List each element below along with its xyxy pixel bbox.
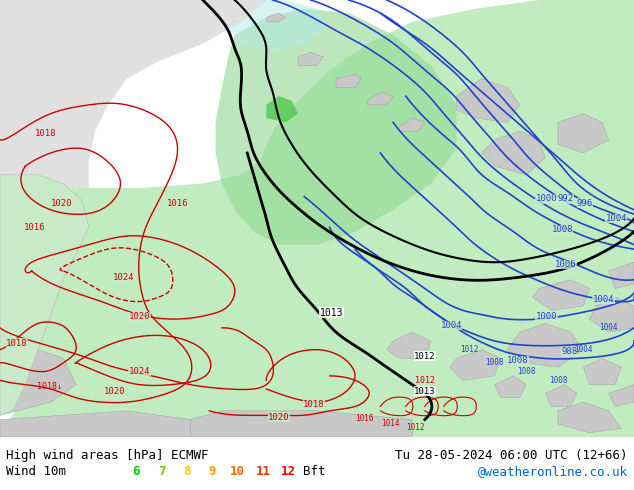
Polygon shape (0, 367, 38, 393)
Text: 992: 992 (558, 195, 574, 203)
Text: 1013: 1013 (414, 387, 436, 396)
Polygon shape (0, 350, 76, 415)
Text: 996: 996 (577, 199, 593, 208)
Text: 1020: 1020 (129, 313, 150, 321)
Polygon shape (387, 332, 431, 358)
Text: 12: 12 (281, 466, 296, 478)
Text: 8: 8 (183, 466, 191, 478)
Text: 1016: 1016 (167, 199, 188, 208)
Text: Bft: Bft (302, 466, 325, 478)
Text: 1024: 1024 (129, 367, 150, 376)
Polygon shape (590, 297, 634, 332)
Polygon shape (495, 376, 526, 398)
Text: 1020: 1020 (51, 199, 72, 208)
Polygon shape (533, 280, 590, 310)
Text: 1004: 1004 (441, 321, 462, 330)
Text: Wind 10m: Wind 10m (6, 466, 67, 478)
Text: Tu 28-05-2024 06:00 UTC (12+66): Tu 28-05-2024 06:00 UTC (12+66) (395, 449, 628, 462)
Text: 1018↓: 1018↓ (37, 382, 62, 392)
Text: 1000: 1000 (536, 195, 557, 203)
Text: 10: 10 (230, 466, 245, 478)
Text: 1004: 1004 (593, 295, 614, 304)
Text: 1008: 1008 (517, 367, 536, 376)
Polygon shape (298, 52, 323, 66)
Polygon shape (336, 74, 361, 87)
Text: High wind areas [hPa] ECMWF: High wind areas [hPa] ECMWF (6, 449, 209, 462)
Polygon shape (190, 411, 412, 437)
Text: 1000: 1000 (536, 313, 557, 321)
Polygon shape (507, 323, 583, 367)
Text: 9: 9 (209, 466, 216, 478)
Polygon shape (0, 411, 190, 437)
Polygon shape (399, 118, 425, 131)
Polygon shape (0, 319, 32, 341)
Polygon shape (266, 13, 285, 22)
Text: 988: 988 (561, 347, 577, 356)
Text: 1018: 1018 (35, 129, 56, 138)
Text: 1012: 1012 (406, 423, 425, 432)
Text: 1020: 1020 (268, 413, 290, 422)
Text: 1018: 1018 (303, 400, 325, 409)
Polygon shape (583, 358, 621, 385)
Polygon shape (456, 79, 520, 122)
Text: 1024: 1024 (113, 273, 134, 282)
Text: 1004: 1004 (605, 214, 627, 223)
Text: 1004: 1004 (599, 323, 618, 332)
Text: 1012: 1012 (460, 345, 479, 354)
Text: 7: 7 (158, 466, 165, 478)
Polygon shape (266, 96, 298, 122)
Polygon shape (558, 114, 609, 153)
Text: 1008: 1008 (507, 356, 529, 365)
Text: 1012: 1012 (415, 376, 435, 385)
Polygon shape (368, 92, 393, 105)
Polygon shape (222, 0, 330, 52)
Text: 11: 11 (256, 466, 271, 478)
Text: 1008: 1008 (552, 225, 573, 234)
Text: 1020: 1020 (103, 387, 125, 396)
Polygon shape (0, 0, 634, 437)
Text: 1006: 1006 (555, 260, 576, 269)
Text: 1014: 1014 (380, 418, 399, 428)
Polygon shape (216, 9, 456, 245)
Text: 1008: 1008 (485, 358, 504, 368)
Polygon shape (609, 262, 634, 289)
Polygon shape (482, 131, 545, 175)
Text: 1013: 1013 (320, 308, 344, 318)
Polygon shape (450, 350, 501, 380)
Text: 6: 6 (133, 466, 140, 478)
Polygon shape (0, 175, 89, 415)
Polygon shape (558, 402, 621, 433)
Polygon shape (609, 385, 634, 407)
Text: 1008: 1008 (548, 376, 567, 385)
Text: 1012: 1012 (414, 352, 436, 361)
Text: 1016: 1016 (24, 223, 46, 232)
Text: 1018: 1018 (6, 339, 28, 347)
Polygon shape (0, 0, 266, 219)
Polygon shape (545, 385, 577, 407)
Text: 1004: 1004 (574, 345, 593, 354)
Text: 1016: 1016 (355, 414, 374, 423)
Text: @weatheronline.co.uk: @weatheronline.co.uk (477, 466, 628, 478)
